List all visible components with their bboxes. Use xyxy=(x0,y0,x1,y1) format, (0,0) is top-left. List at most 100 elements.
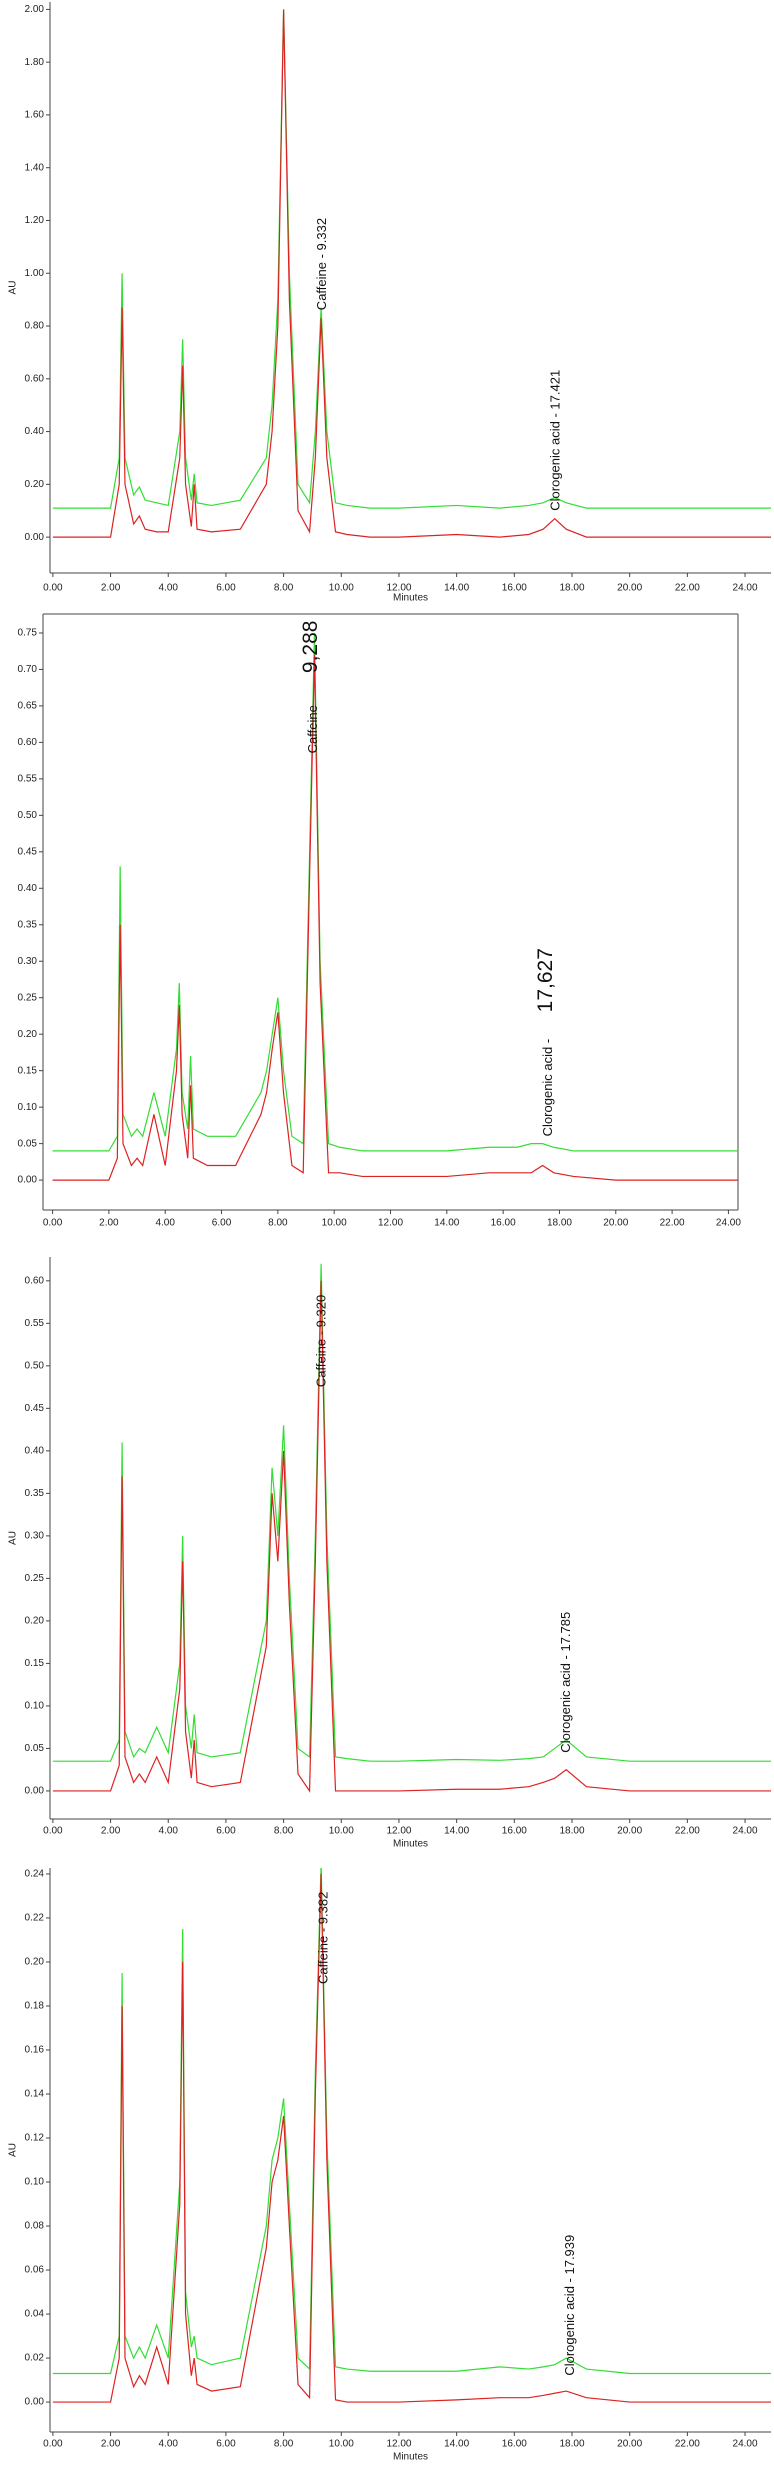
annotation-value: 9,288 xyxy=(299,621,322,674)
x-tick-label: 14.00 xyxy=(444,2439,469,2450)
y-tick-label: 0.30 xyxy=(18,956,38,967)
annotation: Clorogenic acid - 17.939 xyxy=(562,2235,577,2376)
plot-area xyxy=(52,1868,771,2403)
y-tick-label: 0.18 xyxy=(25,2001,45,2012)
trace-line xyxy=(52,632,738,1152)
y-tick-label: 0.25 xyxy=(18,992,38,1003)
y-tick-label: 0.50 xyxy=(18,810,38,821)
x-tick-label: 12.00 xyxy=(378,1218,403,1229)
y-tick-label: 0.20 xyxy=(25,1616,45,1627)
x-tick-label: 24.00 xyxy=(716,1218,741,1229)
x-tick-label: 4.00 xyxy=(159,2439,179,2450)
x-tick-label: 6.00 xyxy=(212,1218,232,1229)
y-tick-label: 0.30 xyxy=(25,1531,45,1542)
x-tick-label: 8.00 xyxy=(274,583,294,594)
y-tick-label: 0.10 xyxy=(25,1701,45,1712)
x-axis-label: Minutes xyxy=(393,593,428,603)
annotation: Caffeine - 9.382 xyxy=(315,1892,330,1984)
trace-line xyxy=(52,9,771,538)
y-tick-label: 0.00 xyxy=(18,1175,38,1186)
y-tick-label: 0.60 xyxy=(25,1275,45,1286)
y-tick-label: 0.25 xyxy=(25,1573,45,1584)
x-tick-label: 0.00 xyxy=(43,583,63,594)
x-tick-label: 22.00 xyxy=(675,583,700,594)
annotation: Clorogenic acid - 17.421 xyxy=(547,370,562,511)
x-tick-label: 20.00 xyxy=(617,583,642,594)
trace-line xyxy=(52,1280,771,1793)
y-tick-label: 0.06 xyxy=(25,2265,45,2276)
y-tick-label: 0.75 xyxy=(18,628,38,639)
y-tick-label: 0.15 xyxy=(25,1658,45,1669)
y-tick-label: 0.60 xyxy=(25,373,45,384)
x-tick-label: 22.00 xyxy=(675,2439,700,2450)
y-tick-label: 0.14 xyxy=(25,2089,45,2100)
y-tick-label: 1.20 xyxy=(25,215,45,226)
trace-line xyxy=(52,654,738,1181)
y-tick-label: 0.40 xyxy=(18,883,38,894)
x-tick-label: 10.00 xyxy=(329,583,354,594)
x-tick-label: 6.00 xyxy=(216,2439,236,2450)
y-tick-label: 1.80 xyxy=(25,57,45,68)
y-tick-label: 0.05 xyxy=(18,1138,38,1149)
y-tick-label: 0.05 xyxy=(25,1743,45,1754)
y-tick-label: 0.60 xyxy=(18,737,38,748)
y-tick-label: 0.45 xyxy=(18,846,38,857)
chromatogram: 0.00 0.02 0.04 0.06 0.08 0.10 0.12 0.14 0.16 0.18… xyxy=(8,1868,771,2463)
y-tick-label: 0.40 xyxy=(25,1445,45,1456)
x-tick-label: 14.00 xyxy=(444,1826,469,1837)
x-tick-label: 12.00 xyxy=(386,583,411,594)
y-tick-label: 0.20 xyxy=(18,1029,38,1040)
x-tick-label: 20.00 xyxy=(603,1218,628,1229)
x-tick-label: 6.00 xyxy=(216,583,236,594)
x-tick-label: 2.00 xyxy=(99,1218,119,1229)
y-tick-label: 0.65 xyxy=(18,701,38,712)
y-tick-label: 0.45 xyxy=(25,1403,45,1414)
y-tick-label: 1.60 xyxy=(25,110,45,121)
y-tick-label: 0.10 xyxy=(18,1102,38,1113)
annotation-value: 17,627 xyxy=(534,948,557,1012)
x-tick-label: 2.00 xyxy=(101,583,121,594)
x-tick-label: 0.00 xyxy=(43,2439,63,2450)
x-tick-label: 18.00 xyxy=(559,583,584,594)
x-tick-label: 20.00 xyxy=(617,2439,642,2450)
x-tick-label: 14.00 xyxy=(434,1218,459,1229)
y-tick-label: 0.20 xyxy=(25,479,45,490)
x-tick-label: 2.00 xyxy=(101,1826,121,1837)
x-tick-label: 14.00 xyxy=(444,583,469,594)
y-tick-label: 0.55 xyxy=(18,774,38,785)
x-tick-label: 20.00 xyxy=(617,1826,642,1837)
x-tick-label: 16.00 xyxy=(502,2439,527,2450)
x-tick-label: 24.00 xyxy=(733,583,758,594)
y-tick-label: 0.80 xyxy=(25,321,45,332)
y-axis-label: AU xyxy=(8,281,19,295)
x-tick-label: 0.00 xyxy=(43,1218,63,1229)
x-tick-label: 10.00 xyxy=(329,2439,354,2450)
y-tick-label: 0.16 xyxy=(25,2045,45,2056)
y-tick-label: 0.04 xyxy=(25,2309,45,2320)
x-tick-label: 12.00 xyxy=(386,2439,411,2450)
x-tick-label: 24.00 xyxy=(733,2439,758,2450)
plot-area xyxy=(52,9,771,538)
annotation: Clorogenic acid - 17.785 xyxy=(558,1612,573,1753)
x-tick-label: 4.00 xyxy=(159,583,179,594)
x-tick-label: 4.00 xyxy=(159,1826,179,1837)
y-tick-label: 0.55 xyxy=(25,1318,45,1329)
x-tick-label: 22.00 xyxy=(660,1218,685,1229)
annotation: Clorogenic acid - xyxy=(540,1039,555,1137)
x-tick-label: 8.00 xyxy=(274,2439,294,2450)
x-tick-label: 16.00 xyxy=(502,1826,527,1837)
x-tick-label: 2.00 xyxy=(101,2439,121,2450)
plot-area xyxy=(52,1263,771,1793)
x-tick-label: 10.00 xyxy=(329,1826,354,1837)
x-tick-label: 8.00 xyxy=(268,1218,288,1229)
y-tick-label: 1.00 xyxy=(25,268,45,279)
trace-line xyxy=(52,1263,771,1762)
y-tick-label: 0.00 xyxy=(25,2397,45,2408)
y-axis-label: AU xyxy=(8,2143,19,2157)
plot-area xyxy=(52,632,738,1181)
x-tick-label: 22.00 xyxy=(675,1826,700,1837)
y-tick-label: 0.10 xyxy=(25,2177,45,2188)
y-tick-label: 0.20 xyxy=(25,1957,45,1968)
chromatogram: 0.00 0.05 0.10 0.15 0.20 0.25 0.30 0.35 0.40 0.45… xyxy=(18,613,741,1229)
